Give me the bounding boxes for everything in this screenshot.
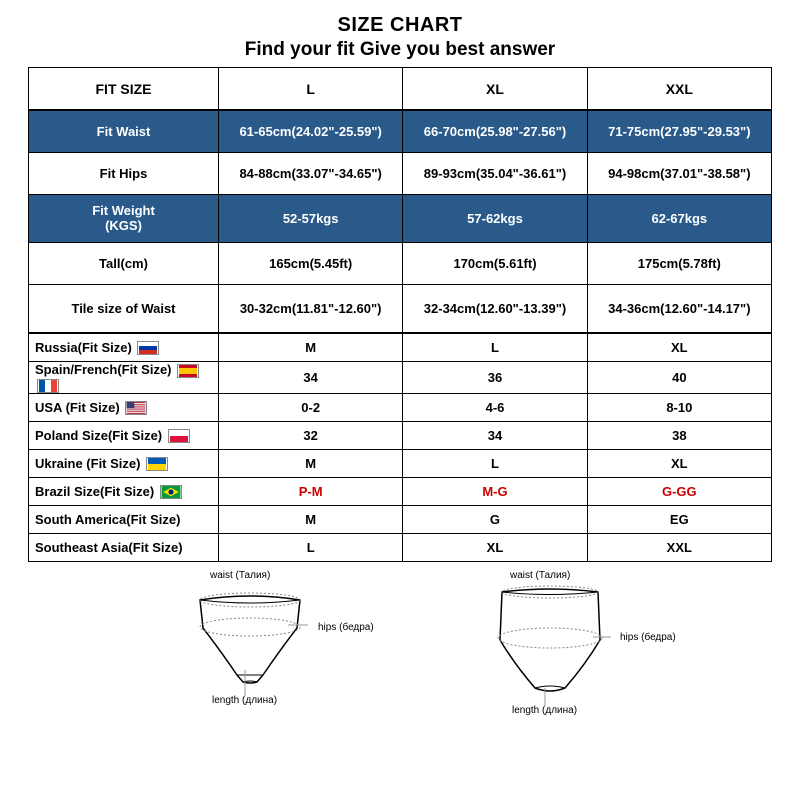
page-subtitle: Find your fit Give you best answer — [28, 39, 772, 61]
measure-table: Fit Waist61-65cm(24.02"-25.59")66-70cm(2… — [28, 110, 772, 333]
row-label: Fit Hips — [29, 153, 219, 195]
cell: 34 — [219, 362, 403, 394]
measure-row: Tall(cm)165cm(5.45ft)170cm(5.61ft)175cm(… — [29, 243, 772, 285]
cell: XXL — [587, 534, 771, 562]
cell: P-M — [219, 478, 403, 506]
region-row: Poland Size(Fit Size) 323438 — [29, 422, 772, 450]
cell: 4-6 — [403, 394, 587, 422]
region-label: Poland Size(Fit Size) — [29, 422, 219, 450]
size-chart-table: FIT SIZE L XL XXL — [28, 67, 772, 110]
flag-ru-icon — [137, 341, 159, 355]
cell: XL — [403, 534, 587, 562]
page-title: SIZE CHART — [28, 14, 772, 37]
region-label: USA (Fit Size) — [29, 394, 219, 422]
cell: L — [403, 334, 587, 362]
flag-fr-icon — [37, 379, 59, 393]
label-waist: waist (Талия) — [510, 570, 570, 581]
diagram-brief-high: waist (Талия) hips (бедра) length (длина… — [420, 570, 680, 720]
flag-es-icon — [177, 364, 199, 378]
pointer-line-icon — [542, 688, 548, 706]
col-xxl: XXL — [587, 68, 771, 110]
cell: 62-67kgs — [587, 195, 771, 243]
col-fitsize: FIT SIZE — [29, 68, 219, 110]
flag-br-icon — [160, 485, 182, 499]
cell: 61-65cm(24.02"-25.59") — [219, 111, 403, 153]
flag-us-icon — [125, 401, 147, 415]
row-label: Fit Waist — [29, 111, 219, 153]
cell: XL — [587, 334, 771, 362]
label-hips: hips (бедра) — [620, 632, 676, 643]
measure-row: Tile size of Waist30-32cm(11.81"-12.60")… — [29, 285, 772, 333]
brief-low-icon — [185, 580, 315, 690]
cell: G — [403, 506, 587, 534]
region-label: South America(Fit Size) — [29, 506, 219, 534]
region-row: Southeast Asia(Fit Size)LXLXXL — [29, 534, 772, 562]
region-label: Russia(Fit Size) — [29, 334, 219, 362]
pointer-line-icon — [242, 670, 248, 696]
diagrams-container: waist (Талия) hips (бедра) length (длина… — [28, 570, 772, 720]
cell: 30-32cm(11.81"-12.60") — [219, 285, 403, 333]
cell: 94-98cm(37.01"-38.58") — [587, 153, 771, 195]
cell: 0-2 — [219, 394, 403, 422]
measure-row: Fit Weight(KGS)52-57kgs57-62kgs62-67kgs — [29, 195, 772, 243]
region-row: Brazil Size(Fit Size) P-MM-GG-GG — [29, 478, 772, 506]
col-l: L — [219, 68, 403, 110]
region-label: Spain/French(Fit Size) — [29, 362, 219, 394]
region-row: Ukraine (Fit Size) MLXL — [29, 450, 772, 478]
row-label: Tall(cm) — [29, 243, 219, 285]
region-table: Russia(Fit Size) MLXLSpain/French(Fit Si… — [28, 333, 772, 562]
cell: 89-93cm(35.04"-36.61") — [403, 153, 587, 195]
label-length: length (длина) — [512, 705, 577, 716]
cell: 40 — [587, 362, 771, 394]
cell: 165cm(5.45ft) — [219, 243, 403, 285]
table-header-row: FIT SIZE L XL XXL — [29, 68, 772, 110]
diagram-brief-low: waist (Талия) hips (бедра) length (длина… — [120, 570, 380, 720]
cell: M-G — [403, 478, 587, 506]
region-row: Russia(Fit Size) MLXL — [29, 334, 772, 362]
cell: 57-62kgs — [403, 195, 587, 243]
label-hips: hips (бедра) — [318, 622, 374, 633]
row-label: Tile size of Waist — [29, 285, 219, 333]
cell: 8-10 — [587, 394, 771, 422]
cell: 84-88cm(33.07"-34.65") — [219, 153, 403, 195]
region-row: South America(Fit Size)MGEG — [29, 506, 772, 534]
cell: 36 — [403, 362, 587, 394]
cell: 66-70cm(25.98"-27.56") — [403, 111, 587, 153]
flag-pl-icon — [168, 429, 190, 443]
pointer-line-icon — [593, 632, 611, 642]
region-row: Spain/French(Fit Size) 343640 — [29, 362, 772, 394]
region-label: Ukraine (Fit Size) — [29, 450, 219, 478]
cell: M — [219, 450, 403, 478]
measure-row: Fit Waist61-65cm(24.02"-25.59")66-70cm(2… — [29, 111, 772, 153]
cell: 34 — [403, 422, 587, 450]
cell: EG — [587, 506, 771, 534]
flag-ua-icon — [146, 457, 168, 471]
region-label: Southeast Asia(Fit Size) — [29, 534, 219, 562]
cell: 71-75cm(27.95"-29.53") — [587, 111, 771, 153]
pointer-line-icon — [288, 620, 308, 630]
cell: 34-36cm(12.60"-14.17") — [587, 285, 771, 333]
cell: M — [219, 506, 403, 534]
label-waist: waist (Талия) — [210, 570, 270, 581]
cell: G-GG — [587, 478, 771, 506]
cell: XL — [587, 450, 771, 478]
cell: 170cm(5.61ft) — [403, 243, 587, 285]
region-row: USA (Fit Size) 0-24-68-10 — [29, 394, 772, 422]
cell: 38 — [587, 422, 771, 450]
region-label: Brazil Size(Fit Size) — [29, 478, 219, 506]
cell: L — [219, 534, 403, 562]
label-length: length (длина) — [212, 695, 277, 706]
cell: 32-34cm(12.60"-13.39") — [403, 285, 587, 333]
cell: M — [219, 334, 403, 362]
measure-row: Fit Hips84-88cm(33.07"-34.65")89-93cm(35… — [29, 153, 772, 195]
cell: 32 — [219, 422, 403, 450]
col-xl: XL — [403, 68, 587, 110]
row-label: Fit Weight(KGS) — [29, 195, 219, 243]
cell: L — [403, 450, 587, 478]
cell: 52-57kgs — [219, 195, 403, 243]
cell: 175cm(5.78ft) — [587, 243, 771, 285]
